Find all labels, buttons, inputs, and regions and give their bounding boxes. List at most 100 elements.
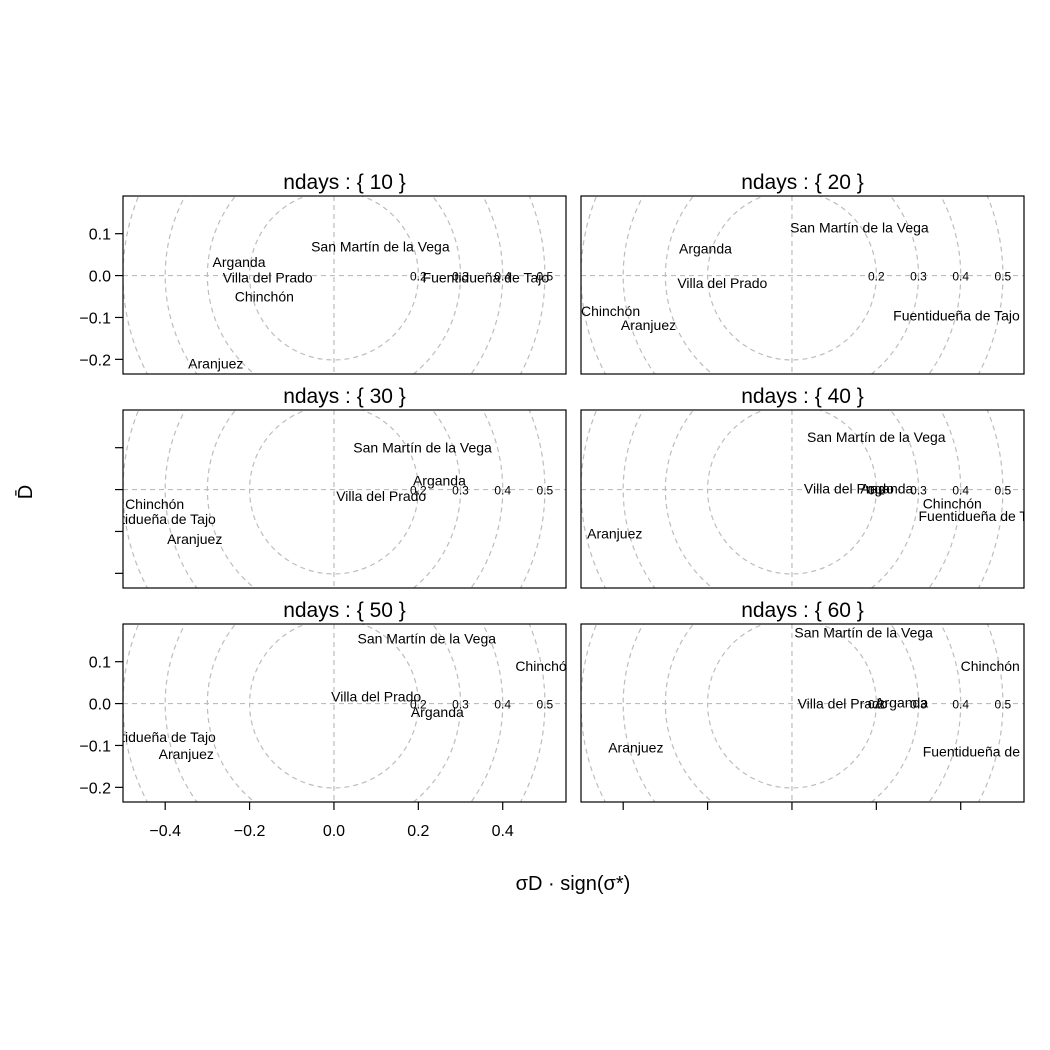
panel-strip-title: ndays : { 30 } bbox=[283, 385, 406, 408]
radius-circle bbox=[123, 196, 546, 374]
point-label: Villa del Prado bbox=[331, 688, 421, 704]
point-label: Villa del Prado bbox=[798, 696, 888, 712]
x-axis-label: σD · sign(σ*) bbox=[516, 873, 631, 895]
point-label: Aranjuez bbox=[621, 317, 676, 333]
point-label: Villa del Prado bbox=[677, 275, 767, 291]
point-label: Arganda bbox=[860, 480, 913, 496]
y-tick-label: −0.1 bbox=[79, 738, 111, 755]
radius-circle bbox=[581, 410, 1004, 588]
panel-plot-area: 0.2 0.3 0.4 0.5 San Martín de la Vega Chinchó… bbox=[581, 624, 1050, 802]
panel-plot-area: 0.2 0.3 0.4 0.5 San Martín de la Vega Chinchó… bbox=[123, 624, 574, 802]
x-tick-label: 0.2 bbox=[407, 823, 429, 840]
y-tick-label: 0.0 bbox=[89, 269, 111, 286]
x-tick-label: 0.4 bbox=[492, 823, 514, 840]
point-label: Chinchón bbox=[235, 289, 294, 305]
y-tick-label: 0.0 bbox=[89, 697, 111, 714]
radius-circle bbox=[622, 624, 962, 802]
point-label: San Martín de la Vega bbox=[353, 440, 492, 456]
radius-label: 0.3 bbox=[910, 270, 927, 284]
radius-label: 0.5 bbox=[995, 698, 1012, 712]
point-label: San Martín de la Vega bbox=[807, 429, 946, 445]
radius-circle bbox=[664, 624, 920, 802]
radius-label: 0.2 bbox=[868, 698, 885, 712]
radius-circle bbox=[123, 410, 546, 588]
point-label: Fuentidueña de Tajo bbox=[923, 744, 1050, 760]
y-tick-label: 0.1 bbox=[89, 227, 111, 244]
panels-group: 0.2 0.3 0.4 0.5 San Martín de la Vega Arganda… bbox=[89, 171, 1050, 803]
point-label: San Martín de la Vega bbox=[790, 219, 929, 235]
radius-label: 0.3 bbox=[910, 698, 927, 712]
point-label: Chinchón bbox=[125, 496, 184, 512]
radius-label: 0.5 bbox=[995, 484, 1012, 498]
panel-frame bbox=[122, 623, 567, 803]
radius-circle bbox=[123, 624, 546, 802]
radius-circle bbox=[248, 624, 419, 789]
radius-circle bbox=[164, 196, 504, 374]
panel-5: 0.2 0.3 0.4 0.5 San Martín de la Vega Chinchó… bbox=[122, 599, 574, 803]
radius-label: 0.2 bbox=[410, 698, 427, 712]
radius-label: 0.3 bbox=[452, 270, 469, 284]
point-label: Arganda bbox=[213, 254, 266, 270]
radius-circle bbox=[581, 196, 1004, 374]
radius-circle bbox=[664, 196, 920, 374]
y-tick-label: 0.1 bbox=[89, 655, 111, 672]
radius-label: 0.5 bbox=[537, 270, 554, 284]
radius-circle bbox=[581, 624, 1004, 802]
y-axis-label: D̄ bbox=[14, 485, 37, 499]
radius-label: 0.5 bbox=[995, 270, 1012, 284]
panel-strip-title: ndays : { 20 } bbox=[741, 171, 864, 194]
panel-plot-area: 0.2 0.3 0.4 0.5 San Martín de la Vega Arganda… bbox=[123, 196, 566, 374]
x-tick-label: 0.0 bbox=[323, 823, 345, 840]
point-label: Villa del Prado bbox=[804, 480, 894, 496]
panel-frame bbox=[580, 409, 1025, 589]
radius-label: 0.4 bbox=[494, 270, 511, 284]
point-label: Aranjuez bbox=[167, 531, 222, 547]
point-label: Aranjuez bbox=[587, 526, 642, 542]
radius-circle bbox=[706, 624, 877, 789]
radius-label: 0.4 bbox=[494, 698, 511, 712]
point-label: Aranjuez bbox=[608, 740, 663, 756]
panel-1: 0.2 0.3 0.4 0.5 San Martín de la Vega Arganda… bbox=[122, 171, 567, 375]
point-label: San Martín de la Vega bbox=[794, 624, 933, 640]
axes-group: −0.2−0.10.00.1−0.2−0.10.00.1−0.4 −0.2 0.0 0… bbox=[79, 227, 962, 840]
radius-circle bbox=[206, 410, 462, 588]
point-label: Fuentidueña de Tajo bbox=[89, 511, 216, 527]
radius-circle bbox=[706, 196, 877, 361]
radius-label: 0.2 bbox=[410, 270, 427, 284]
radius-label: 0.3 bbox=[452, 698, 469, 712]
panel-frame bbox=[122, 195, 567, 375]
panel-frame bbox=[580, 623, 1025, 803]
point-label: San Martín de la Vega bbox=[311, 238, 450, 254]
radius-label: 0.3 bbox=[452, 484, 469, 498]
radius-label: 0.5 bbox=[537, 484, 554, 498]
panel-plot-area: 0.2 0.3 0.4 0.5 San Martín de la Vega Arganda… bbox=[89, 410, 566, 588]
radius-label: 0.2 bbox=[868, 270, 885, 284]
panel-strip-title: ndays : { 40 } bbox=[741, 385, 864, 408]
radius-label: 0.4 bbox=[952, 270, 969, 284]
radius-label: 0.2 bbox=[868, 484, 885, 498]
radius-label: 0.3 bbox=[910, 484, 927, 498]
radius-circle bbox=[206, 196, 462, 374]
panel-strip-title: ndays : { 50 } bbox=[283, 599, 406, 622]
point-label: Chinchón bbox=[515, 658, 574, 674]
point-label: Villa del Prado bbox=[223, 270, 313, 286]
point-label: Villa del Prado bbox=[336, 488, 426, 504]
radius-circle bbox=[706, 410, 877, 575]
point-label: Fuentidueña de Tajo bbox=[893, 307, 1020, 323]
panel-3: 0.2 0.3 0.4 0.5 San Martín de la Vega Arganda… bbox=[89, 385, 567, 589]
panel-strip-title: ndays : { 10 } bbox=[283, 171, 406, 194]
radius-circle bbox=[248, 196, 419, 361]
radius-circle bbox=[164, 410, 504, 588]
radius-label: 0.5 bbox=[537, 698, 554, 712]
x-tick-label: −0.4 bbox=[149, 823, 181, 840]
point-label: Chinchón bbox=[581, 303, 640, 319]
panel-6: 0.2 0.3 0.4 0.5 San Martín de la Vega Chinchó… bbox=[580, 599, 1050, 803]
x-tick-label: −0.2 bbox=[234, 823, 266, 840]
point-label: Aranjuez bbox=[159, 746, 214, 762]
point-label: San Martín de la Vega bbox=[357, 631, 496, 647]
point-label: Chinchón bbox=[923, 495, 982, 511]
y-tick-label: −0.1 bbox=[79, 310, 111, 327]
panel-frame bbox=[580, 195, 1025, 375]
radius-circle bbox=[164, 624, 504, 802]
